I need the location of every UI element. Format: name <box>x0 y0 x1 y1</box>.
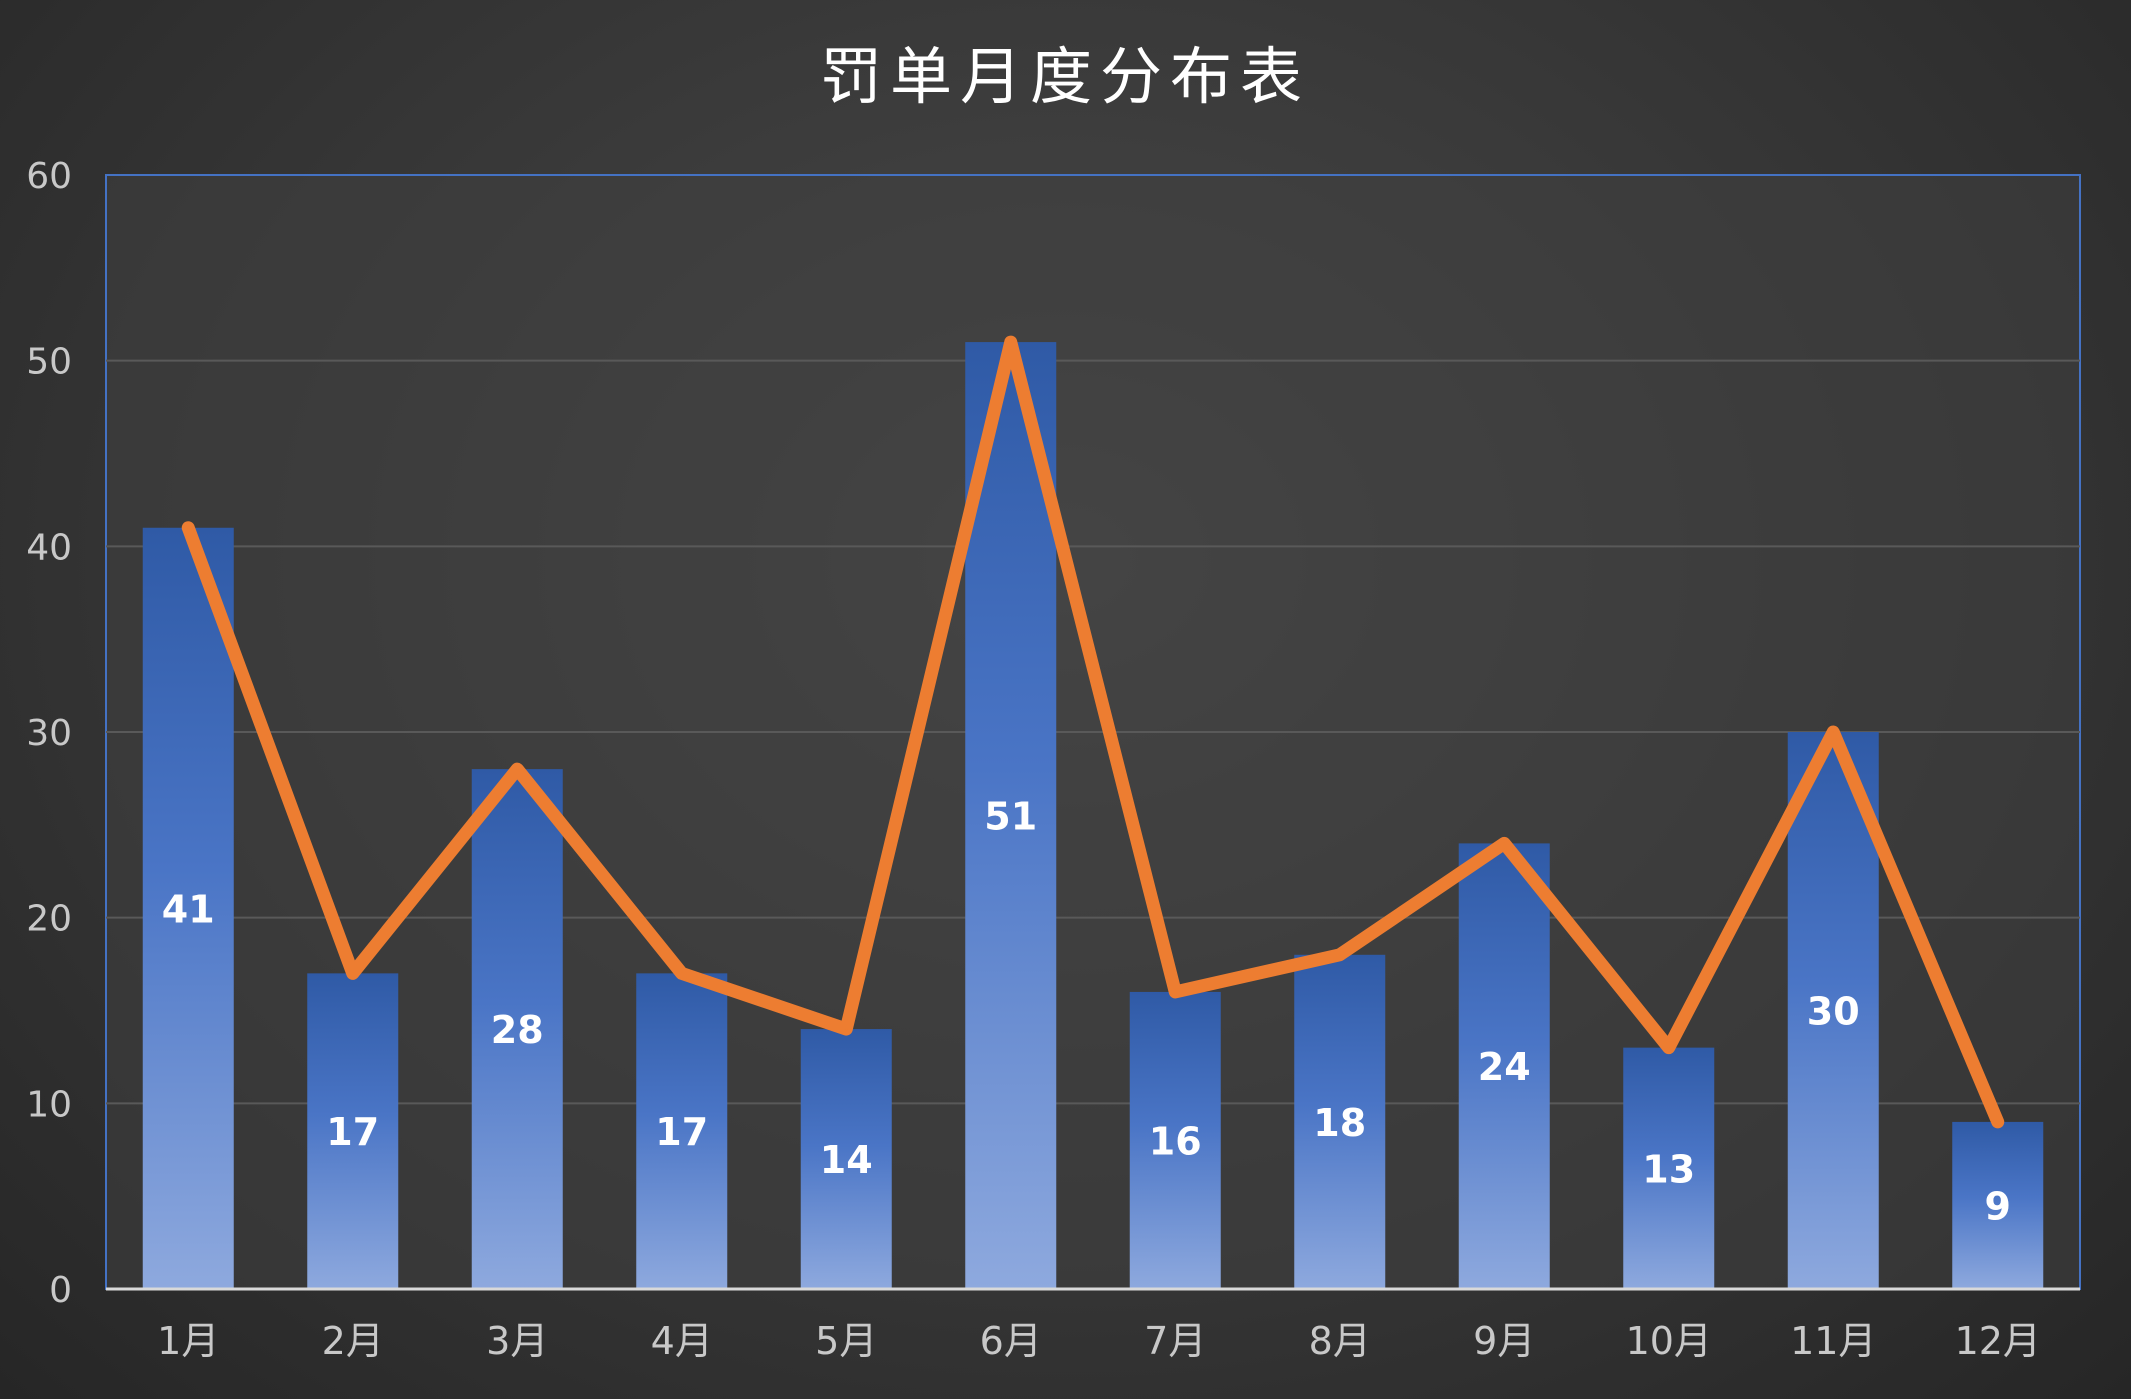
bar <box>1623 1047 1715 1289</box>
bar <box>142 527 234 1289</box>
series-line <box>181 335 2005 1129</box>
bar-data-label: 51 <box>984 795 1037 839</box>
axes: 0 10 20 30 40 50 60 1月 2月 3月 4月 5月 6月 7月 8月 9月 10月 11月 12月 <box>26 156 2080 1363</box>
data-labels: 41 17 28 17 14 51 16 18 24 13 30 9 <box>162 795 2011 1229</box>
line-point <box>1338 953 1341 956</box>
bar <box>471 769 563 1289</box>
bar <box>1458 843 1550 1289</box>
bar-data-label: 17 <box>655 1110 708 1154</box>
x-tick-label: 1月 <box>157 1319 219 1363</box>
y-tick-label: 40 <box>26 527 72 568</box>
bar-data-label: 28 <box>491 1008 544 1052</box>
bar-data-label: 13 <box>1642 1147 1695 1191</box>
y-tick-label: 0 <box>49 1270 72 1311</box>
bar-data-label: 24 <box>1478 1045 1531 1089</box>
bar <box>965 342 1057 1290</box>
bar <box>307 973 399 1289</box>
y-tick-label: 30 <box>26 713 72 754</box>
bar <box>800 1029 892 1289</box>
x-tick-label: 9月 <box>1473 1319 1535 1363</box>
bar-data-label: 16 <box>1149 1119 1202 1163</box>
line-point <box>680 972 683 975</box>
chart-title: 罚单月度分布表 <box>820 40 1310 113</box>
y-tick-label: 10 <box>26 1084 72 1125</box>
x-tick-label: 5月 <box>815 1319 877 1363</box>
x-tick-label: 12月 <box>1955 1319 2041 1363</box>
x-tick-label: 2月 <box>322 1319 384 1363</box>
x-tick-label: 3月 <box>486 1319 548 1363</box>
bar <box>1294 954 1386 1289</box>
line-series <box>181 335 2005 1129</box>
line-point <box>516 768 519 771</box>
line-point <box>1009 341 1012 344</box>
bar <box>636 973 728 1289</box>
x-tick-label: 6月 <box>980 1319 1042 1363</box>
bar-series <box>142 342 2044 1290</box>
grid-lines <box>105 174 2081 1290</box>
x-tick-label: 10月 <box>1626 1319 1712 1363</box>
bar-data-label: 41 <box>162 887 215 931</box>
bar-data-label: 9 <box>1985 1184 2011 1228</box>
y-tick-label: 60 <box>26 156 72 197</box>
line-point <box>1667 1046 1670 1049</box>
bar <box>1952 1121 2044 1289</box>
line-point <box>1832 731 1835 733</box>
line-point <box>1996 1120 1999 1123</box>
line-point <box>1174 990 1177 993</box>
bar-data-label: 18 <box>1313 1101 1366 1145</box>
x-tick-label: 4月 <box>651 1319 713 1363</box>
line-point <box>845 1028 848 1031</box>
bar <box>1787 732 1879 1289</box>
line-point <box>187 526 190 529</box>
bar-data-label: 17 <box>326 1110 379 1154</box>
bar-data-label: 14 <box>820 1138 873 1182</box>
line-point <box>1503 842 1506 845</box>
x-tick-label: 7月 <box>1144 1319 1206 1363</box>
bar <box>1129 991 1221 1289</box>
y-tick-label: 50 <box>26 342 72 383</box>
x-tick-label: 11月 <box>1790 1319 1876 1363</box>
y-tick-label: 20 <box>26 899 72 940</box>
bar-data-label: 30 <box>1807 990 1860 1034</box>
line-point <box>351 972 354 975</box>
x-tick-label: 8月 <box>1309 1319 1371 1363</box>
